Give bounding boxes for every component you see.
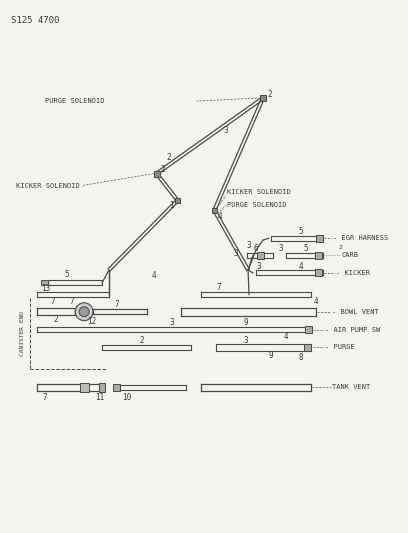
Text: 3: 3 <box>257 262 261 271</box>
Circle shape <box>79 306 89 317</box>
Text: - AIR PUMP SW: - AIR PUMP SW <box>324 327 380 333</box>
Text: 9: 9 <box>244 318 248 327</box>
Text: 13: 13 <box>41 284 50 293</box>
Text: 3: 3 <box>247 240 251 249</box>
Text: 2: 2 <box>339 245 342 249</box>
Bar <box>315 252 322 259</box>
Text: KICKER SOLENOID: KICKER SOLENOID <box>16 182 80 189</box>
Text: 4: 4 <box>313 297 318 306</box>
Text: 7: 7 <box>70 297 75 306</box>
Text: - KICKER: - KICKER <box>337 270 370 276</box>
Text: 10: 10 <box>122 393 131 402</box>
Text: 7: 7 <box>115 300 119 309</box>
Text: - PURGE: - PURGE <box>324 344 354 351</box>
Text: CANISTER END: CANISTER END <box>20 311 25 356</box>
Text: 3: 3 <box>234 248 238 257</box>
Text: - EGR HARNESS: - EGR HARNESS <box>333 235 389 241</box>
Text: 9: 9 <box>268 351 273 360</box>
Bar <box>315 270 322 277</box>
Text: 1: 1 <box>170 201 174 210</box>
Text: 5: 5 <box>304 244 308 253</box>
Text: 7: 7 <box>50 297 55 306</box>
Bar <box>99 383 106 392</box>
Text: 4: 4 <box>298 262 303 271</box>
Bar <box>154 171 160 176</box>
Text: 2: 2 <box>166 153 171 162</box>
Text: 12: 12 <box>87 317 97 326</box>
Text: 5: 5 <box>65 270 69 279</box>
Text: 2: 2 <box>53 315 58 324</box>
Text: - BOWL VENT: - BOWL VENT <box>332 309 378 314</box>
Bar <box>41 280 48 285</box>
Text: CARB: CARB <box>341 252 359 258</box>
Text: 3: 3 <box>244 336 248 345</box>
Text: 4: 4 <box>217 212 222 221</box>
Circle shape <box>75 303 93 321</box>
Text: 3: 3 <box>169 318 174 327</box>
Text: PURGE SOLENOID: PURGE SOLENOID <box>227 203 287 208</box>
Text: S125 4700: S125 4700 <box>11 15 59 25</box>
Text: 4: 4 <box>151 271 156 280</box>
Bar <box>257 252 264 259</box>
Text: 2: 2 <box>140 336 144 345</box>
Text: 2: 2 <box>268 90 273 99</box>
Bar <box>260 95 266 101</box>
Text: KICKER SOLENOID: KICKER SOLENOID <box>227 190 291 196</box>
Text: 7: 7 <box>217 284 222 293</box>
Bar <box>113 384 120 391</box>
Text: 3: 3 <box>279 244 283 253</box>
Text: 2: 2 <box>161 165 165 174</box>
Bar <box>212 208 217 213</box>
Text: 4: 4 <box>284 332 288 341</box>
Bar <box>304 344 311 351</box>
Text: TANK VENT: TANK VENT <box>332 384 370 390</box>
Text: 11: 11 <box>95 393 105 402</box>
Text: PURGE SOLENOID: PURGE SOLENOID <box>46 98 105 104</box>
Bar <box>80 383 89 392</box>
Bar <box>316 235 323 241</box>
Text: 8: 8 <box>298 353 303 362</box>
Text: 5: 5 <box>298 227 303 236</box>
Bar <box>175 198 180 203</box>
Text: 7: 7 <box>42 393 47 402</box>
Text: 6: 6 <box>254 244 258 253</box>
Bar <box>305 326 312 333</box>
Text: 3: 3 <box>224 126 228 135</box>
